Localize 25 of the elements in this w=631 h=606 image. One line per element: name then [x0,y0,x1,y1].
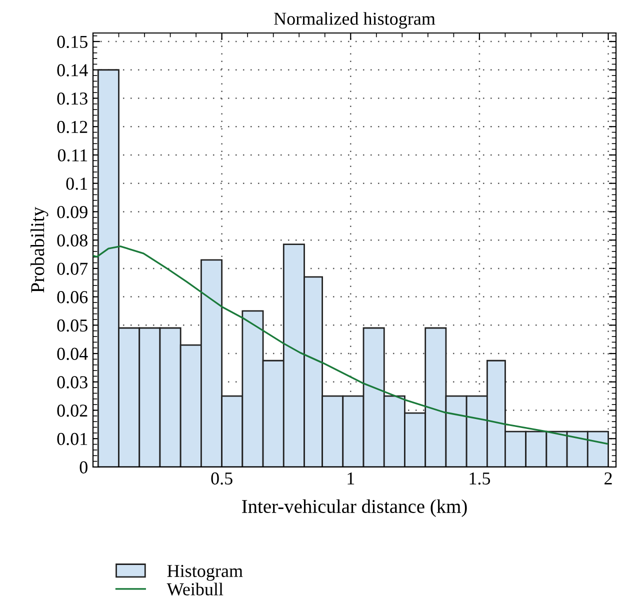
y-tick-label: 0 [80,461,88,474]
y-tick-label: 0.01 [57,432,88,446]
y-tick-label: 0.15 [57,36,88,48]
y-tick-label: 0.11 [58,149,88,162]
y-tick-label: 0.06 [57,291,88,304]
y-tick-label: 0.02 [57,404,88,417]
legend-label: Histogram [167,564,243,581]
legend-label: Weibull [166,582,224,596]
x-tick-label: 0.5 [211,472,232,485]
y-tick-label: 0.14 [57,64,88,76]
y-tick-label: 0.05 [57,319,88,332]
y-tick-label: 0.13 [57,92,88,105]
y-tick-label: 0.12 [57,120,88,134]
x-axis-title: Inter-vehicular distance (km) [242,499,467,517]
y-tick-label: 0.03 [57,376,88,388]
y-axis-title: Probability [30,206,48,293]
y-tick-label: 0.07 [57,262,88,275]
chart-title: Normalized histogram [274,12,436,29]
x-tick-label: 1 [348,472,354,484]
y-tick-label: 0.04 [57,348,88,360]
y-tick-label: 0.08 [57,234,88,247]
y-tick-label: 0.09 [57,206,88,218]
x-tick-label: 1.5 [470,472,490,485]
x-tick-label: 2 [604,472,612,484]
y-tick-label: 0.1 [66,178,88,190]
